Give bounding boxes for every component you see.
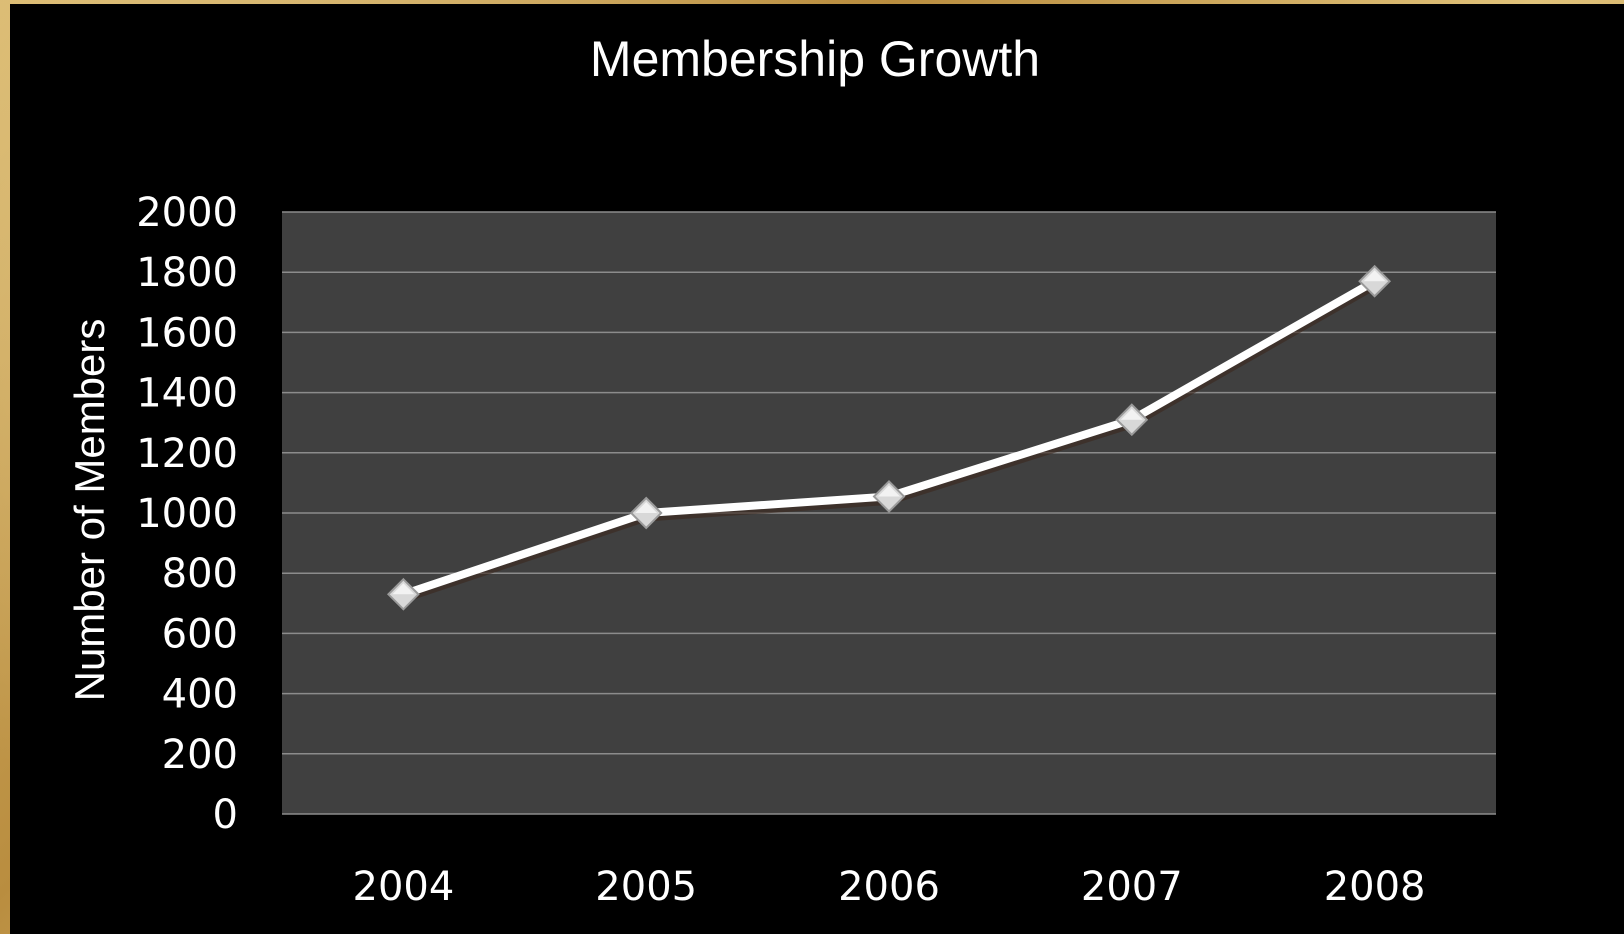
x-tick-label: 2004 — [353, 864, 455, 910]
y-tick-label: 2000 — [136, 190, 238, 236]
data-point-marker-highlight — [635, 502, 658, 513]
plot-area-group: 0 200 400 600 800 1000 1200 1400 1600 1800 2000 200… — [136, 190, 1496, 910]
x-tick-label: 2006 — [838, 864, 940, 910]
y-tick-label: 1600 — [136, 310, 238, 356]
data-point-marker-highlight — [1363, 270, 1386, 282]
y-axis-label: Number of Members — [66, 319, 113, 702]
x-tick-label: 2007 — [1081, 864, 1183, 910]
y-tick-label: 1800 — [136, 250, 238, 296]
y-tick-label: 600 — [162, 611, 238, 657]
x-tick-label: 2005 — [595, 864, 697, 910]
y-tick-label: 1400 — [136, 371, 238, 417]
y-tick-label: 1000 — [136, 491, 238, 537]
y-tick-label: 200 — [162, 732, 238, 778]
chart-title: Membership Growth — [590, 31, 1040, 87]
y-tick-label: 1200 — [136, 431, 238, 477]
y-tick-label: 800 — [162, 551, 238, 597]
data-point-marker-highlight — [392, 583, 415, 595]
data-point-marker-highlight — [878, 485, 900, 497]
y-tick-label: 0 — [213, 792, 238, 838]
x-tick-label: 2008 — [1324, 864, 1426, 910]
data-point-marker-highlight — [1120, 408, 1143, 420]
y-tick-label: 400 — [162, 672, 238, 718]
